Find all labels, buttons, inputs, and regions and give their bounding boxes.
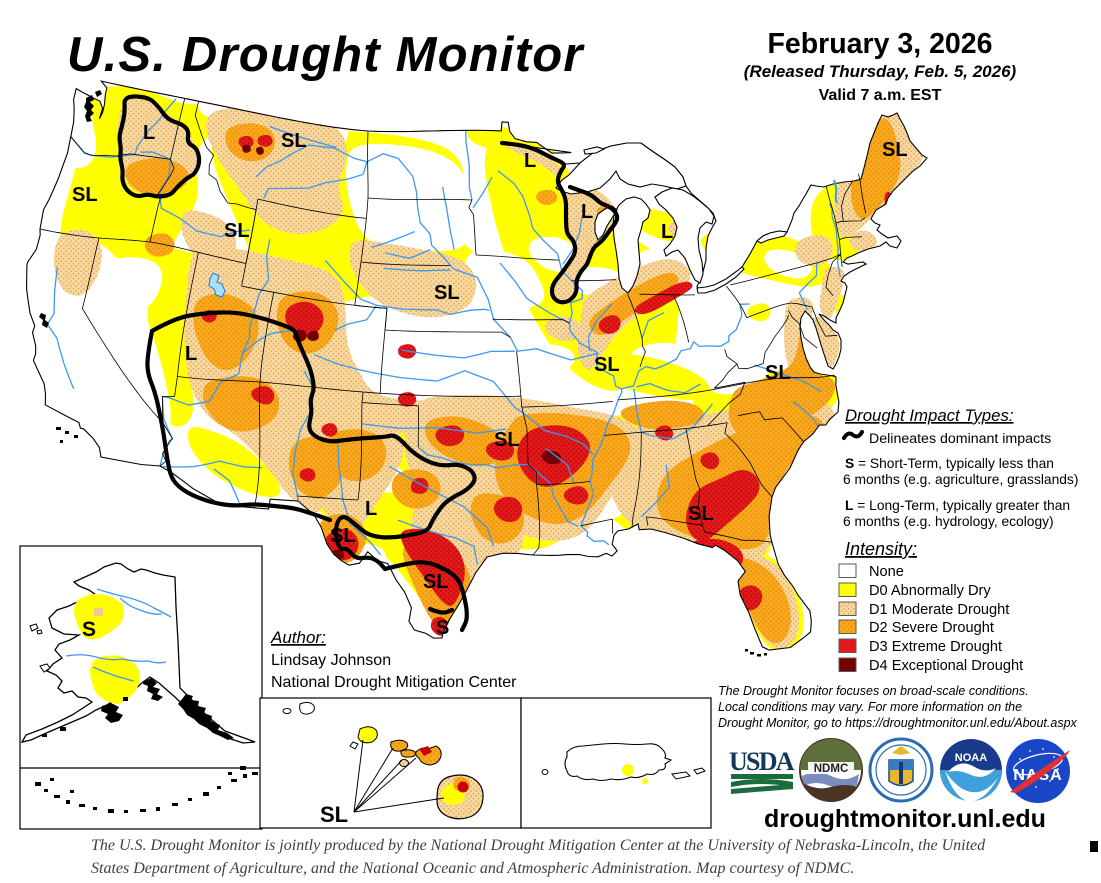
svg-text:U.S. Drought Monitor: U.S. Drought Monitor <box>67 28 585 82</box>
svg-text:D1 Moderate Drought: D1 Moderate Drought <box>869 602 1009 618</box>
svg-text:S: S <box>82 618 96 641</box>
svg-text:SL: SL <box>320 802 348 827</box>
svg-text:L: L <box>524 150 536 172</box>
svg-text:Drought Impact Types:: Drought Impact Types: <box>845 406 1014 425</box>
svg-text:L: L <box>143 122 155 144</box>
svg-text:SL: SL <box>882 139 908 161</box>
svg-text:SL: SL <box>594 354 620 376</box>
svg-text:NOAA: NOAA <box>955 752 987 764</box>
svg-text:SL: SL <box>765 362 791 384</box>
svg-text:droughtmonitor.unl.edu: droughtmonitor.unl.edu <box>764 805 1046 833</box>
svg-text:USDA: USDA <box>729 747 795 776</box>
svg-text:National Drought Mitigation Ce: National Drought Mitigation Center <box>271 674 517 691</box>
svg-text:S = Short-Term, typically less: S = Short-Term, typically less than <box>845 456 1054 471</box>
svg-text:Lindsay Johnson: Lindsay Johnson <box>271 652 391 669</box>
svg-text:6 months (e.g. agriculture, gr: 6 months (e.g. agriculture, grasslands) <box>843 472 1078 487</box>
svg-text:D3 Extreme Drought: D3 Extreme Drought <box>869 639 1002 655</box>
svg-text:Valid 7 a.m. EST: Valid 7 a.m. EST <box>819 87 942 104</box>
svg-text:L: L <box>185 343 197 365</box>
svg-text:Delineates dominant impacts: Delineates dominant impacts <box>869 431 1051 447</box>
svg-text:The U.S. Drought Monitor is jo: The U.S. Drought Monitor is jointly prod… <box>91 837 986 854</box>
svg-text:D2 Severe Drought: D2 Severe Drought <box>869 620 994 636</box>
svg-text:(Released Thursday, Feb. 5, 20: (Released Thursday, Feb. 5, 2026) <box>744 62 1017 81</box>
svg-text:SL: SL <box>281 130 307 152</box>
svg-text:D0 Abnormally Dry: D0 Abnormally Dry <box>869 583 991 599</box>
svg-text:SL: SL <box>423 571 449 593</box>
svg-text:Author:: Author: <box>270 628 326 647</box>
svg-text:None: None <box>869 564 904 580</box>
svg-text:SL: SL <box>688 503 714 525</box>
svg-text:The Drought Monitor focuses on: The Drought Monitor focuses on broad-sca… <box>718 684 1029 698</box>
svg-text:SL: SL <box>224 220 250 242</box>
svg-text:SL: SL <box>494 429 520 451</box>
svg-text:NDMC: NDMC <box>814 763 849 775</box>
svg-text:L: L <box>661 221 673 243</box>
svg-text:SL: SL <box>72 184 98 206</box>
svg-text:SL: SL <box>330 525 356 547</box>
svg-text:L: L <box>365 498 377 520</box>
svg-text:Intensity:: Intensity: <box>845 539 917 559</box>
svg-text:Local conditions may vary. For: Local conditions may vary. For more info… <box>718 700 1022 714</box>
svg-text:6 months (e.g. hydrology, ecol: 6 months (e.g. hydrology, ecology) <box>843 514 1054 529</box>
svg-text:S: S <box>436 617 449 639</box>
svg-text:SL: SL <box>434 282 460 304</box>
svg-text:Drought Monitor, go to https:/: Drought Monitor, go to https://droughtmo… <box>718 716 1078 730</box>
svg-text:D4 Exceptional Drought: D4 Exceptional Drought <box>869 658 1023 674</box>
svg-text:States Department of Agricultu: States Department of Agriculture, and th… <box>91 860 854 877</box>
svg-text:L = Long-Term, typically great: L = Long-Term, typically greater than <box>845 498 1070 513</box>
svg-text:February 3, 2026: February 3, 2026 <box>768 28 993 60</box>
svg-text:L: L <box>581 201 593 223</box>
